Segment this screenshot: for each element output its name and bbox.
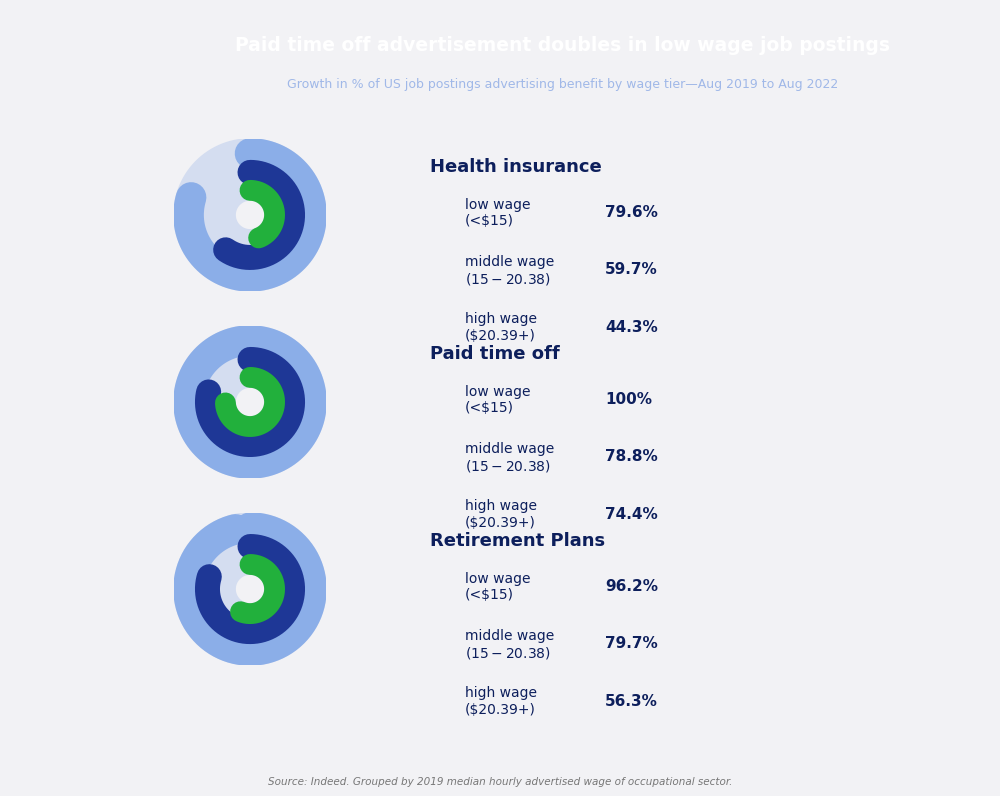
Text: high wage: high wage [465,499,537,513]
Text: 74.4%: 74.4% [605,507,658,521]
Text: low wage: low wage [465,197,530,212]
Text: 96.2%: 96.2% [605,579,658,594]
Text: 100%: 100% [605,392,652,407]
Text: Growth in % of US job postings advertising benefit by wage tier—Aug 2019 to Aug : Growth in % of US job postings advertisi… [287,78,838,91]
Text: ($15-$20.38): ($15-$20.38) [465,458,551,474]
Text: Source: Indeed. Grouped by 2019 median hourly advertised wage of occupational se: Source: Indeed. Grouped by 2019 median h… [268,777,732,786]
Text: high wage: high wage [465,686,537,700]
Text: 79.7%: 79.7% [605,637,658,651]
Text: 79.6%: 79.6% [605,205,658,220]
Text: 59.7%: 59.7% [605,263,658,277]
Text: ($15-$20.38): ($15-$20.38) [465,271,551,287]
Text: 56.3%: 56.3% [605,694,658,708]
Text: ($20.39+): ($20.39+) [465,516,536,530]
Text: ($15-$20.38): ($15-$20.38) [465,645,551,661]
Text: low wage: low wage [465,572,530,586]
Text: middle wage: middle wage [465,255,554,269]
Text: ($20.39+): ($20.39+) [465,703,536,717]
Text: Retirement Plans: Retirement Plans [430,533,605,550]
Text: low wage: low wage [465,384,530,399]
Text: middle wage: middle wage [465,629,554,643]
Text: Paid time off advertisement doubles in low wage job postings: Paid time off advertisement doubles in l… [235,36,890,55]
Text: (<$15): (<$15) [465,588,514,603]
Text: Health insurance: Health insurance [430,158,602,176]
Text: high wage: high wage [465,312,537,326]
Text: middle wage: middle wage [465,442,554,456]
Text: 78.8%: 78.8% [605,450,658,464]
Text: ($20.39+): ($20.39+) [465,329,536,343]
Text: Paid time off: Paid time off [430,345,560,363]
Text: (<$15): (<$15) [465,214,514,228]
Text: 44.3%: 44.3% [605,320,658,334]
Text: (<$15): (<$15) [465,401,514,416]
